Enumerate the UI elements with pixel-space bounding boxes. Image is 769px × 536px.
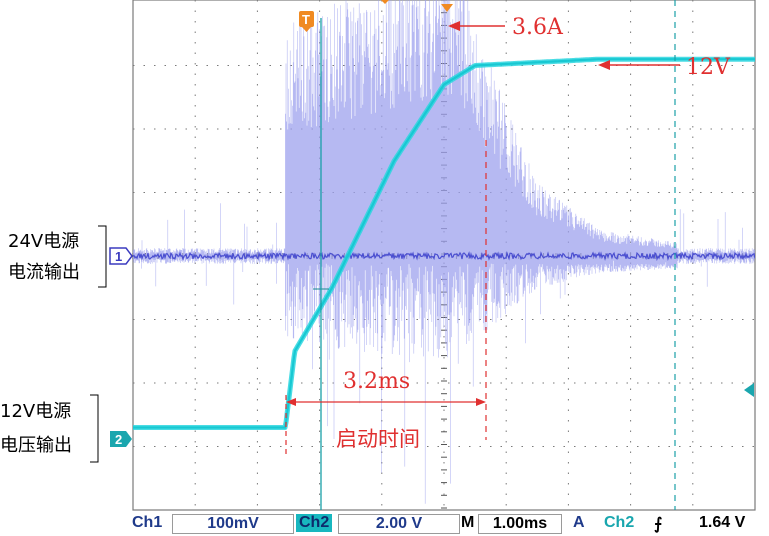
ch1-tag: Ch1 xyxy=(132,514,163,531)
trigger-edge-icon: ⨍ xyxy=(654,516,663,533)
trigger-marker: T xyxy=(299,11,314,32)
ch2-ground-marker: 2 xyxy=(110,431,132,447)
ch1-label-line1: 24V电源 xyxy=(8,231,80,252)
ch1-ground-marker: 1 xyxy=(109,247,133,265)
svg-text:1: 1 xyxy=(115,249,122,264)
ch1-current-trace xyxy=(133,0,755,504)
time-marker-top xyxy=(441,4,453,12)
status-bar: Ch1 100mV Ch2 2.00 V M 1.00ms A Ch2 ⨍ 1.… xyxy=(0,512,769,536)
arrowhead-right xyxy=(476,398,486,406)
top-marker-small xyxy=(381,0,389,4)
startup-time-value: 3.2ms xyxy=(343,369,410,394)
svg-text:2: 2 xyxy=(115,432,122,447)
trigger-level-marker xyxy=(744,383,754,397)
startup-time-label: 启动时间 xyxy=(336,427,420,451)
arrowhead-left xyxy=(286,398,296,406)
ch2-label-line2: 电压输出 xyxy=(0,435,72,456)
output-voltage-label: 12V xyxy=(686,55,731,80)
svg-text:T: T xyxy=(302,12,310,27)
peak-arrowhead xyxy=(448,21,460,31)
ch1-baseline xyxy=(133,250,755,262)
timebase-value: 1.00ms xyxy=(478,514,562,534)
ch1-scale: 100mV xyxy=(172,514,294,534)
ch2-trace xyxy=(133,58,755,429)
peak-current-label: 3.6A xyxy=(512,15,564,40)
trigger-channel: Ch2 xyxy=(604,514,635,531)
ch1-label-bracket xyxy=(98,225,107,288)
trigger-mode: A xyxy=(573,514,585,531)
timebase-m: M xyxy=(461,514,475,531)
ch2-scale: 2.00 V xyxy=(338,514,460,534)
ch2-label-bracket xyxy=(90,394,99,463)
ch1-label-line2: 电流输出 xyxy=(8,262,80,283)
ch2-label-line1: 12V电源 xyxy=(0,401,72,422)
ch2-tag: Ch2 xyxy=(296,514,333,532)
voltage-arrowhead xyxy=(598,60,610,70)
trigger-level: 1.64 V xyxy=(699,514,746,531)
